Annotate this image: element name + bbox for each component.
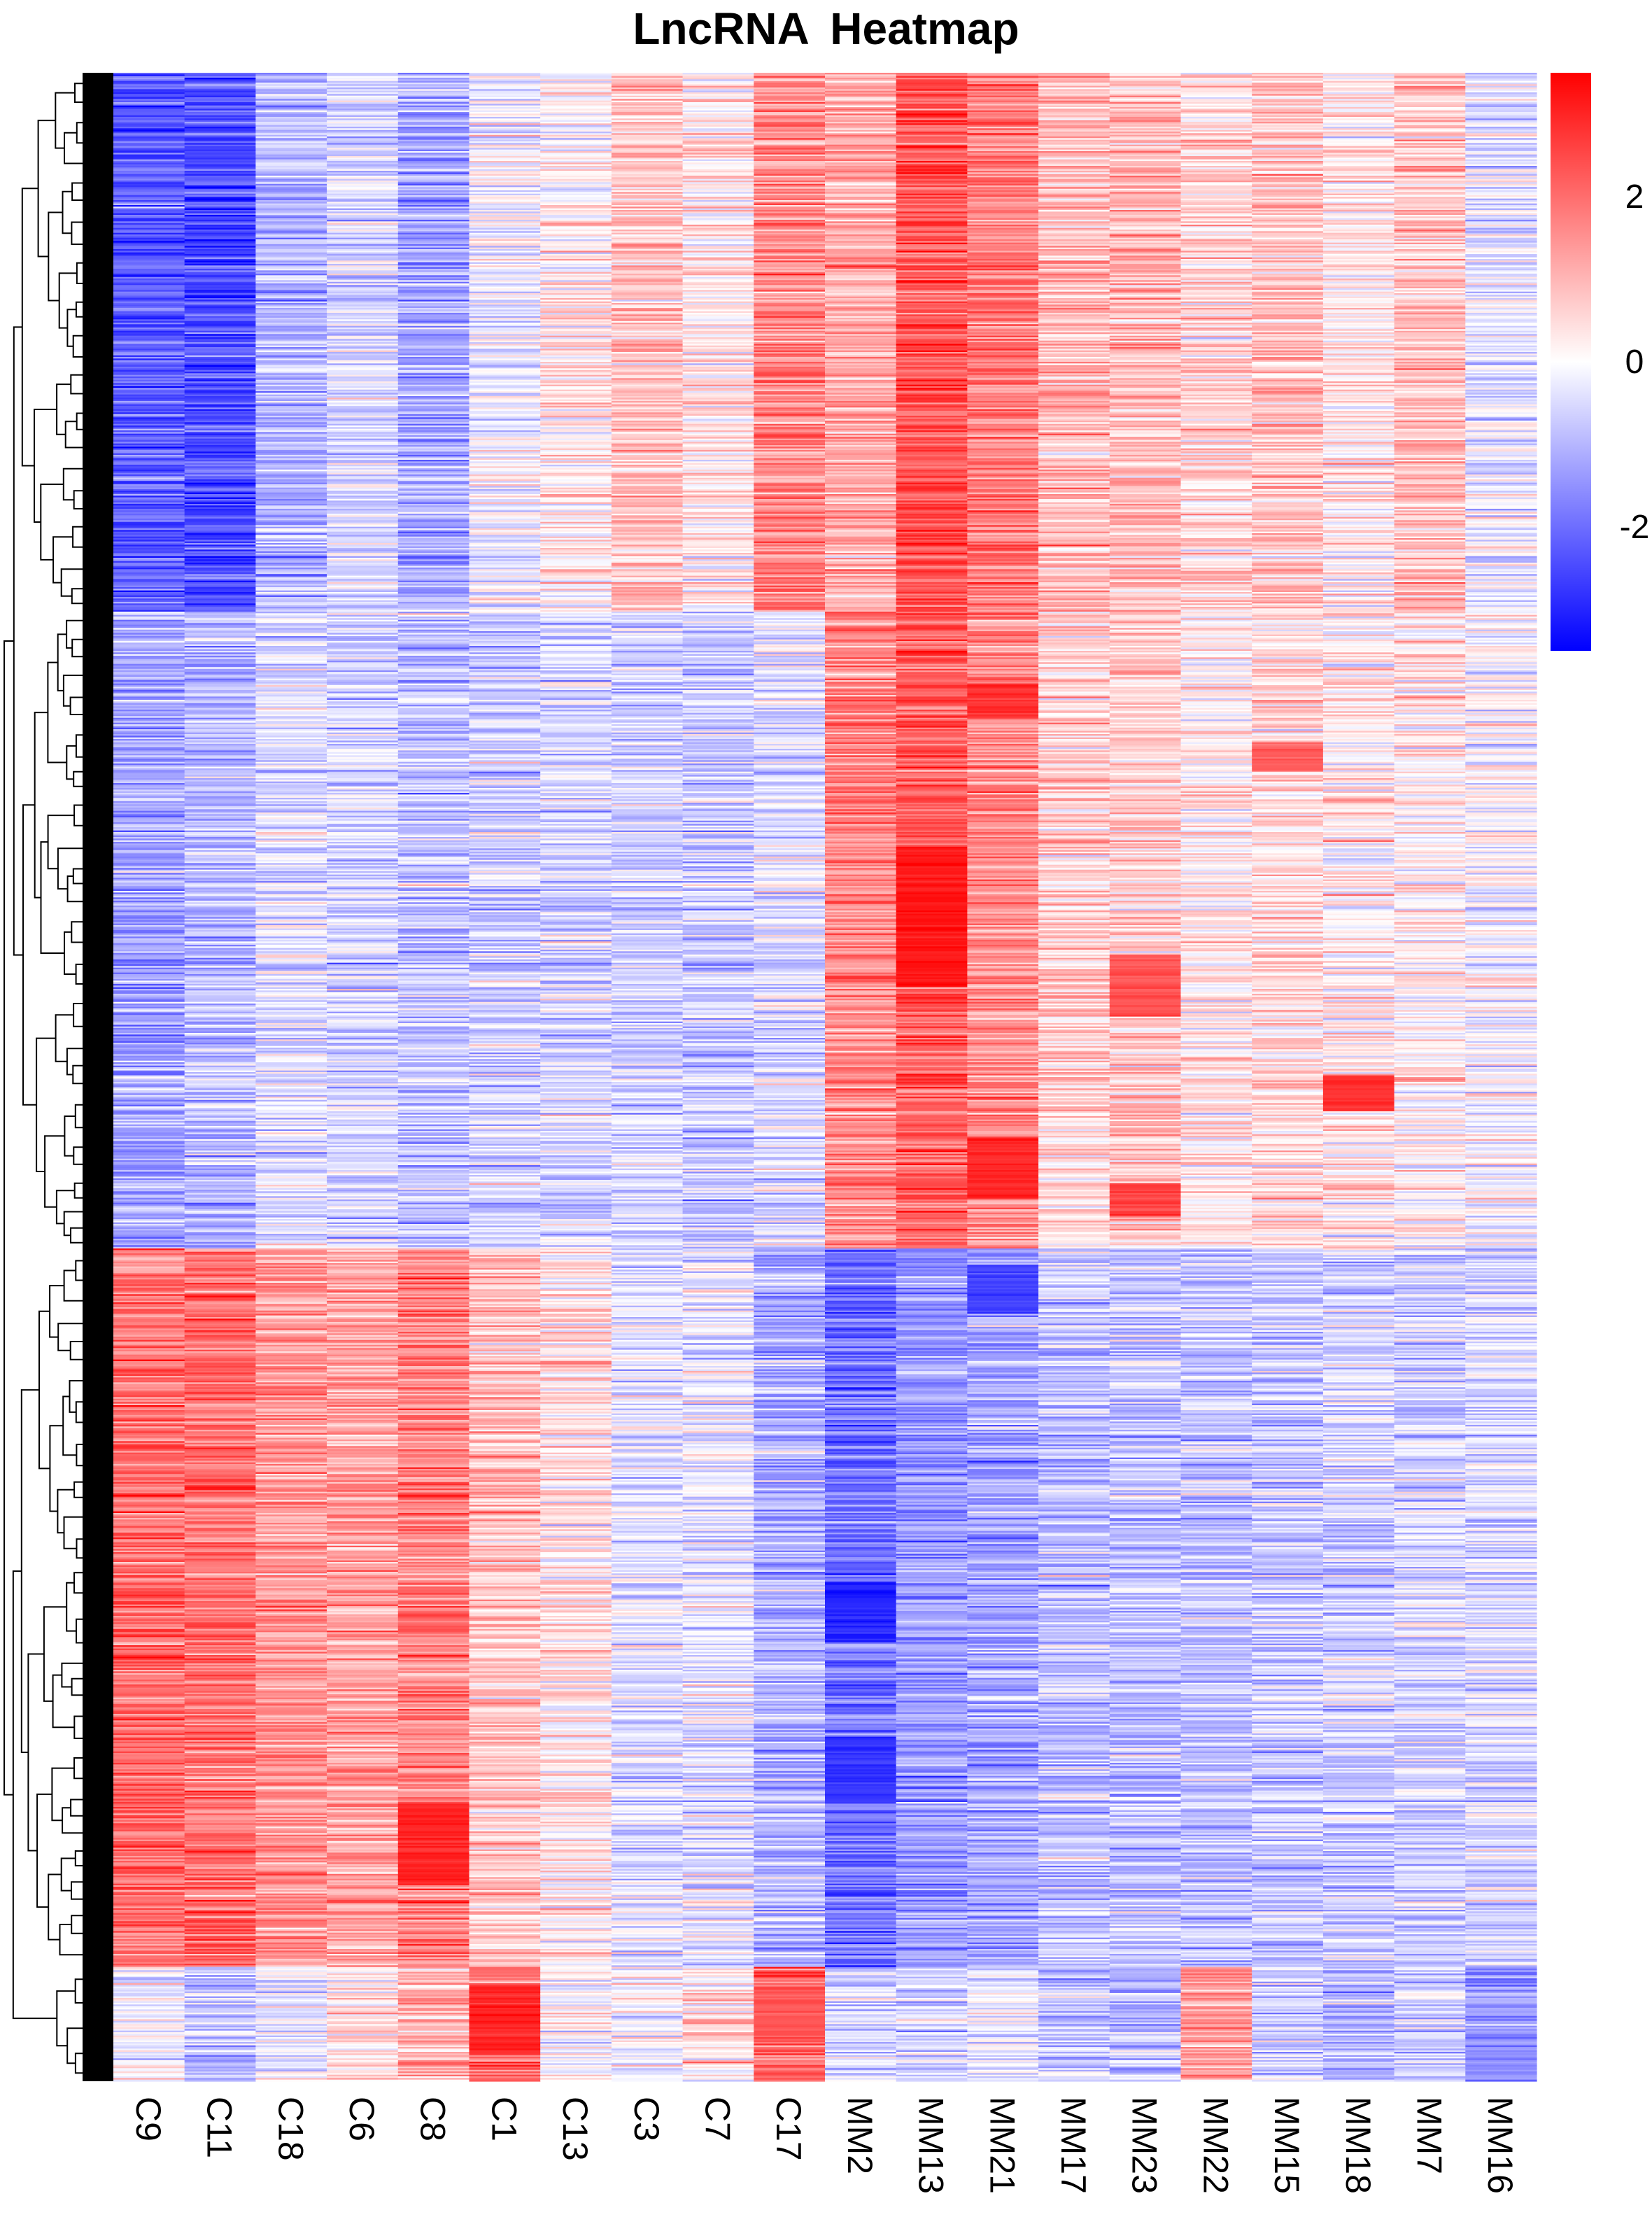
heatmap-column-C8 [398, 73, 470, 2082]
heatmap-column-C9 [113, 73, 185, 2082]
dendrogram-branches [4, 83, 83, 2073]
heatmap-column-C18 [255, 73, 327, 2082]
row-dendrogram [4, 73, 113, 2081]
heatmap-cell [185, 2080, 256, 2082]
heatmap-cells [113, 73, 1537, 2082]
heatmap-cell [113, 2080, 185, 2082]
dendrogram-leaf-band [83, 73, 113, 2081]
heatmap-cell [255, 2080, 327, 2082]
heatmap-column-C11 [185, 73, 256, 2082]
heatmap-cell [327, 2080, 398, 2082]
heatmap-column-C6 [327, 73, 398, 2082]
